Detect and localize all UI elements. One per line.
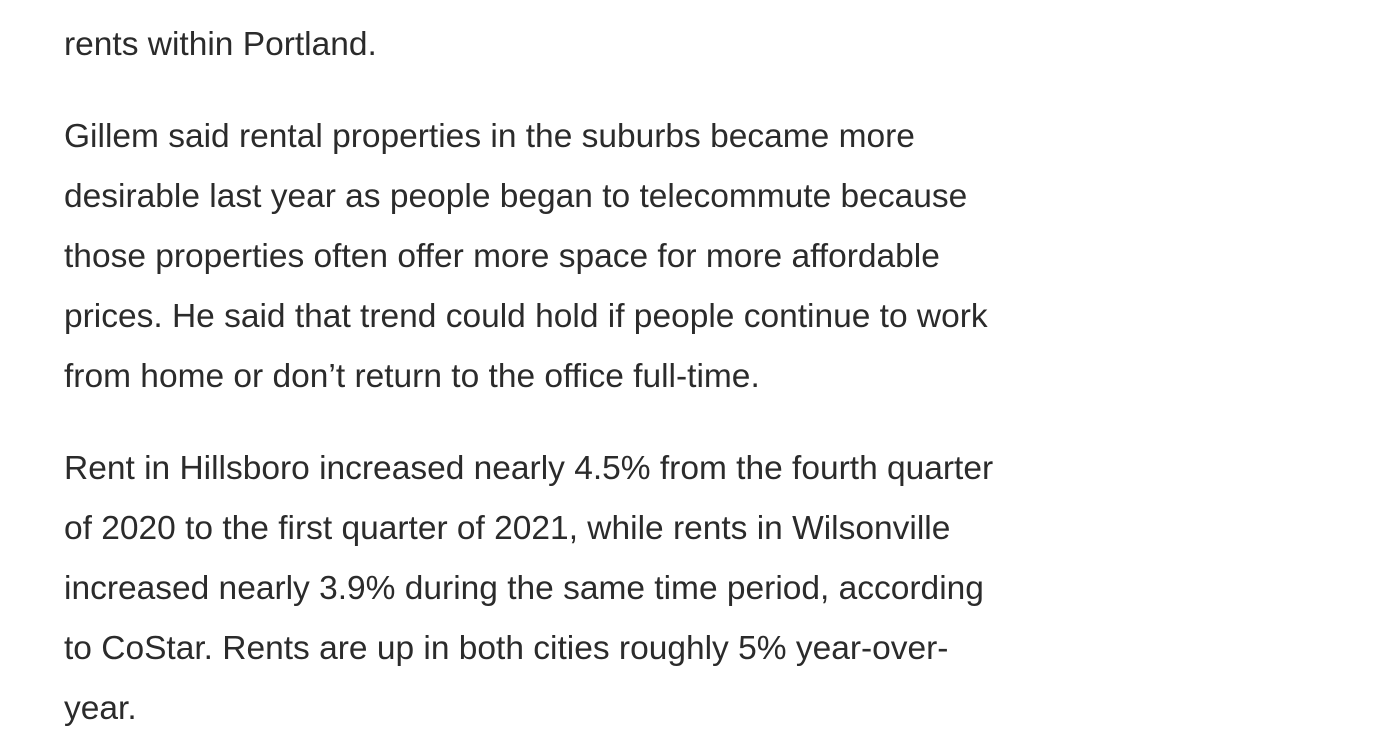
paragraph-line: rents within Portland.: [64, 26, 377, 63]
paragraph-line: Gillem said rental properties in the sub…: [64, 118, 915, 155]
paragraph-line: to CoStar. Rents are up in both cities r…: [64, 630, 949, 667]
paragraph-line: those properties often offer more space …: [64, 238, 940, 275]
paragraph-line: desirable last year as people began to t…: [64, 178, 968, 215]
paragraph-line: increased nearly 3.9% during the same ti…: [64, 570, 984, 607]
paragraph-line: year.: [64, 690, 137, 727]
paragraph-line: Rent in Hillsboro increased nearly 4.5% …: [64, 450, 994, 487]
paragraph-line: prices. He said that trend could hold if…: [64, 298, 988, 335]
paragraph-line: from home or don’t return to the office …: [64, 358, 760, 395]
paragraph-line: of 2020 to the first quarter of 2021, wh…: [64, 510, 951, 547]
